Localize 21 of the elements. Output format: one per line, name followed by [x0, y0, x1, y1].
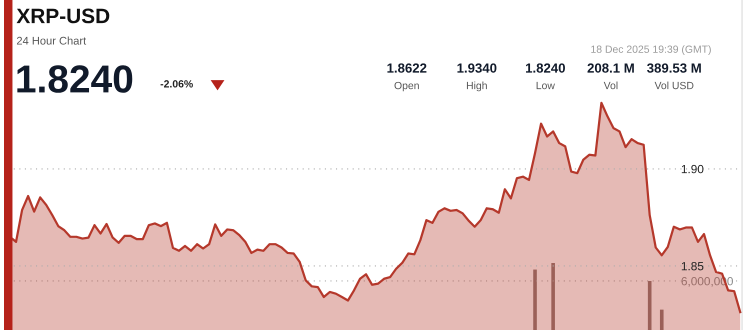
annotation: -2.06% — [160, 80, 193, 88]
annotation: 1.9340 — [457, 63, 496, 73]
annotation: Vol USD — [654, 82, 694, 90]
annotation: High — [466, 82, 487, 92]
chart-title: XRP-USD — [16, 8, 110, 24]
bar — [533, 270, 537, 330]
annotation: Open — [394, 82, 419, 92]
y-tick-label: 1.90 — [682, 164, 704, 174]
bar — [648, 280, 652, 330]
y-tick-label: 1.85 — [682, 262, 704, 270]
annotation: 208.1 M — [588, 63, 634, 73]
annotation: 1.8240 — [526, 63, 565, 73]
annotation: 18 Dec 2025 19:39 (GMT) — [591, 45, 711, 55]
annotation: 389.53 M — [647, 63, 701, 73]
annotation: 1.8240 — [17, 65, 132, 93]
bar — [660, 310, 664, 330]
annotation: Low — [536, 82, 555, 90]
text: 24 Hour Chart — [16, 36, 86, 45]
annotation: Vol — [604, 82, 618, 90]
bar — [551, 263, 555, 330]
annotation: 1.8622 — [387, 63, 426, 73]
